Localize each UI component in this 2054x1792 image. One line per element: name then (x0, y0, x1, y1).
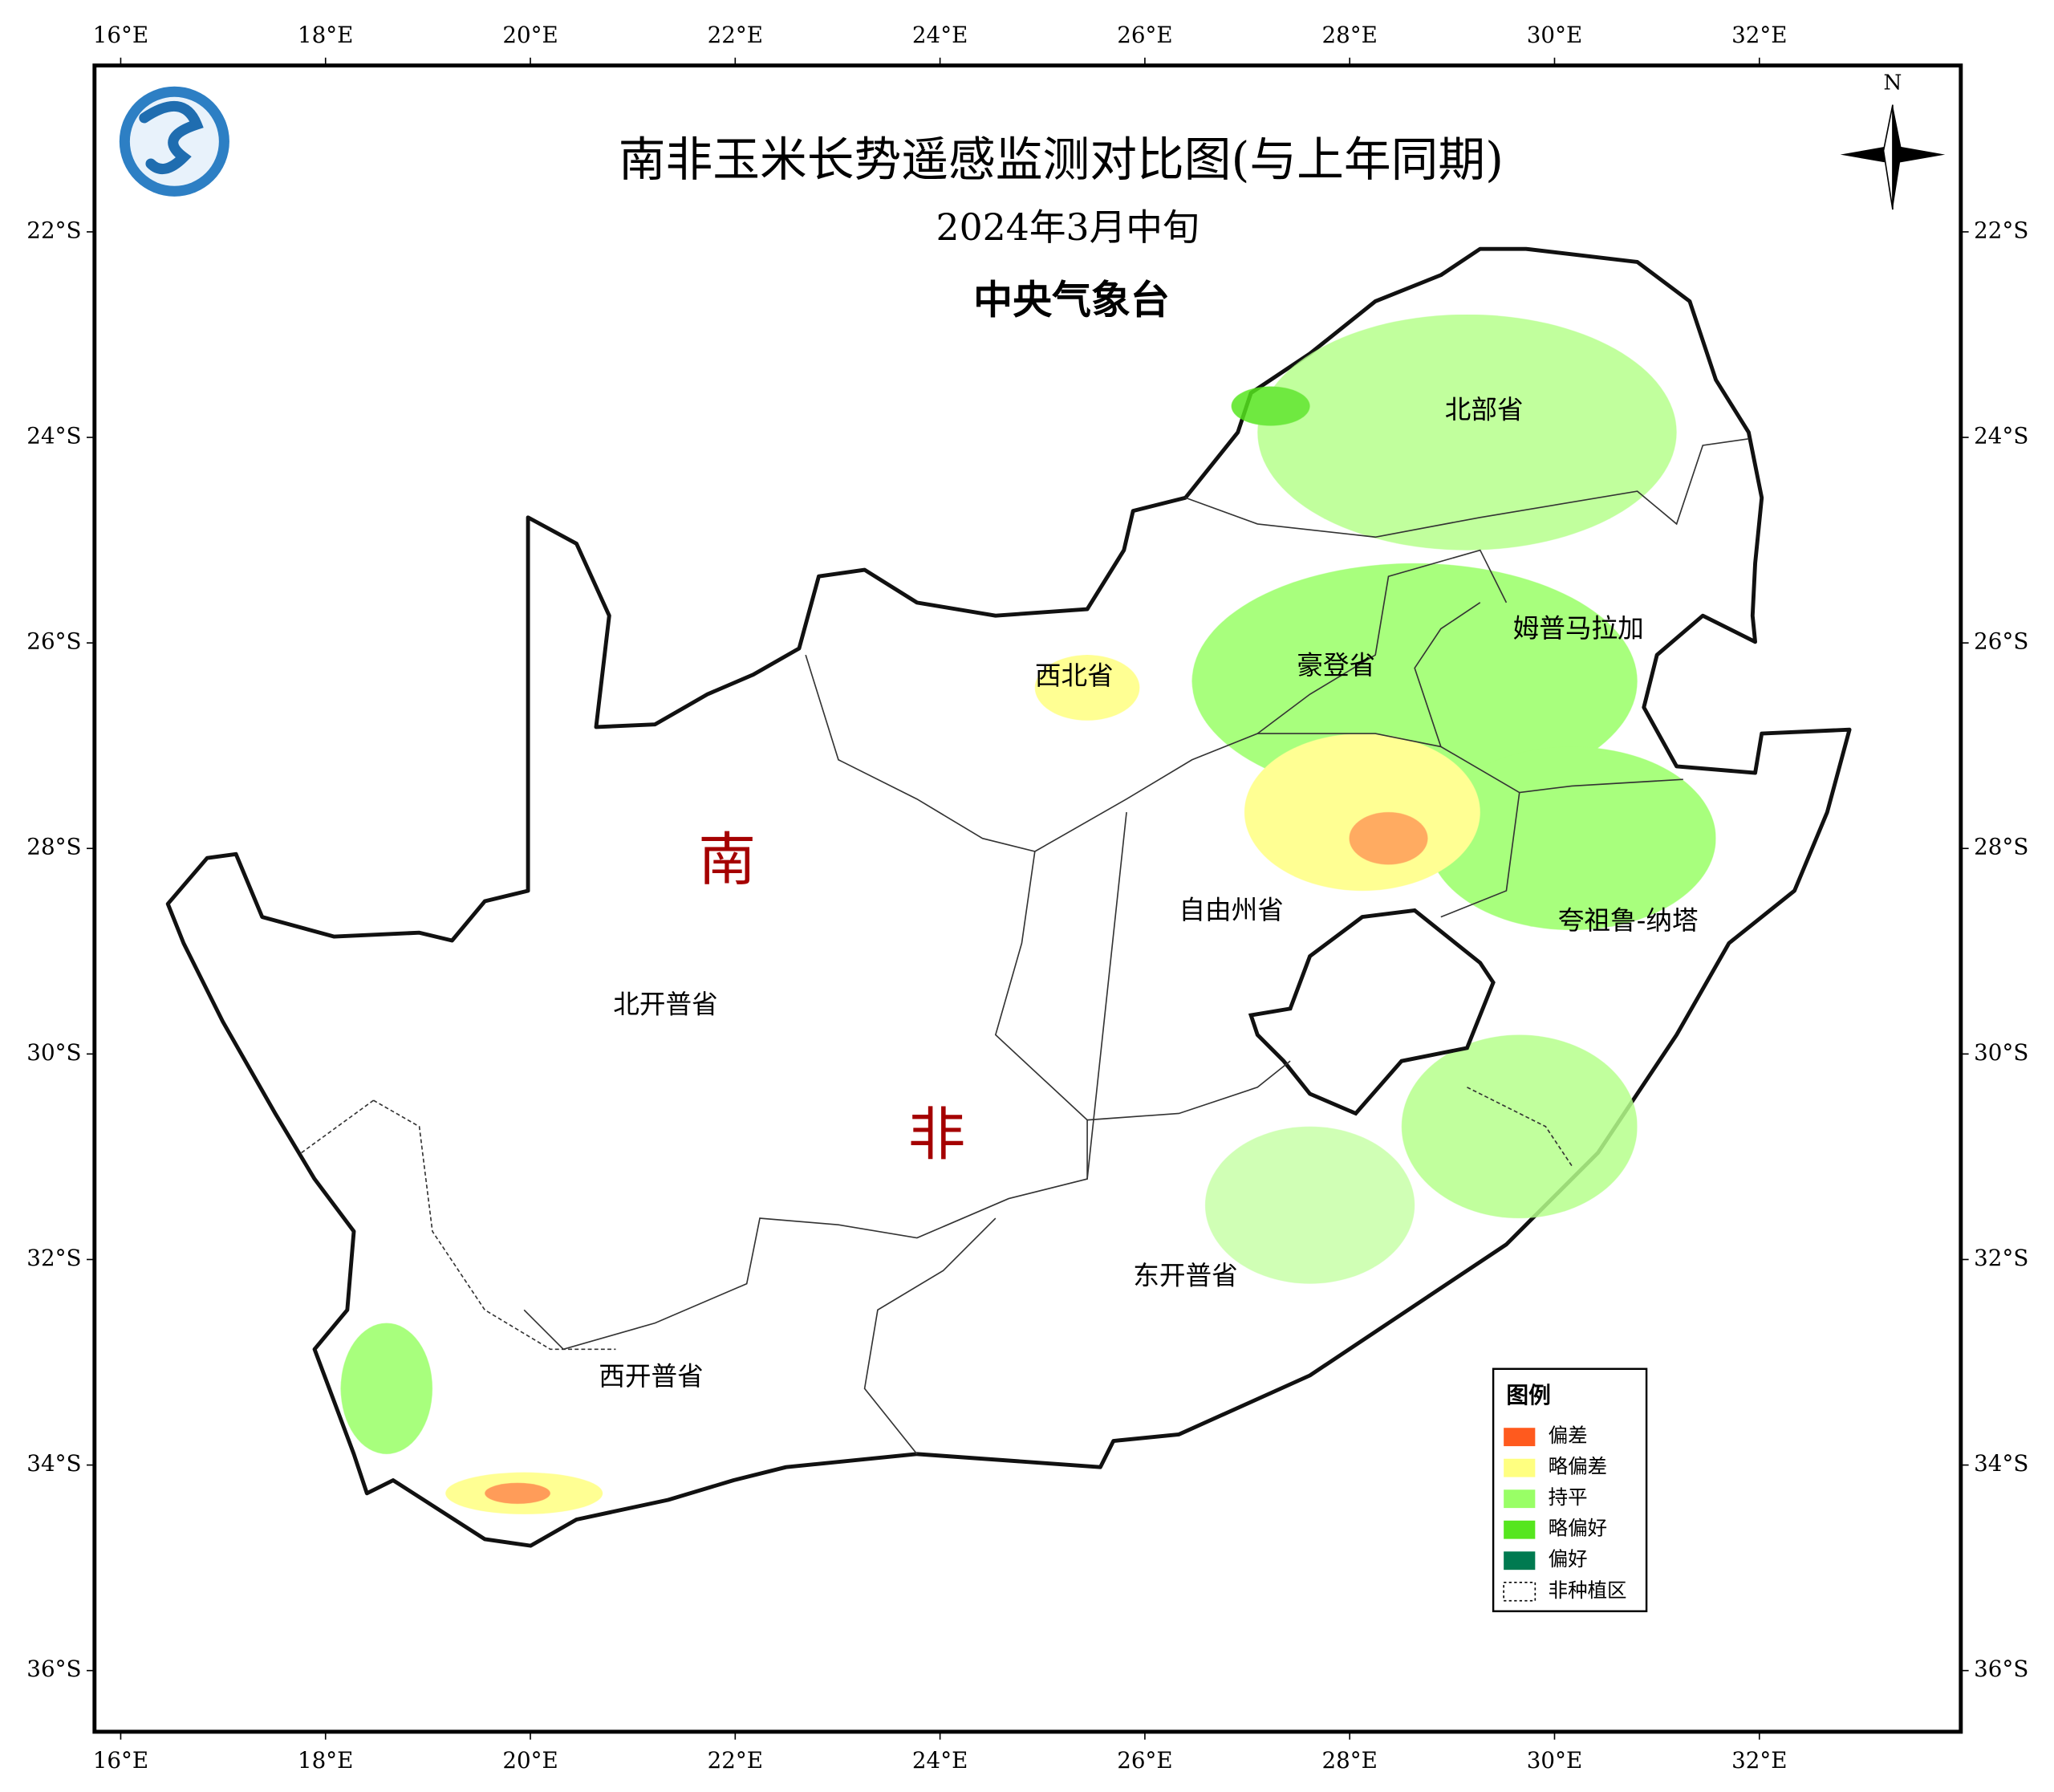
lesotho-outline (1248, 908, 1496, 1116)
map-title: 南非玉米长势遥感监测对比图(与上年同期) (619, 132, 1504, 187)
legend-label: 偏差 (1549, 1424, 1588, 1447)
lat-label: 36°S (1974, 1656, 2028, 1682)
region-label: 豪登省 (1297, 650, 1375, 681)
lat-label: 24°S (26, 423, 81, 449)
lat-label: 30°S (26, 1039, 81, 1066)
map-frame (92, 63, 1963, 1734)
crop-patches (340, 314, 1716, 1514)
lon-label: 20°E (502, 1747, 558, 1774)
lat-label: 28°S (26, 834, 81, 860)
country-label: 非 (907, 1101, 965, 1168)
legend-swatch (1504, 1551, 1536, 1571)
lat-label: 24°S (1974, 423, 2028, 449)
lon-label: 16°E (93, 22, 148, 48)
legend-swatch (1504, 1458, 1536, 1477)
lat-label: 34°S (26, 1450, 81, 1477)
province-boundaries (301, 438, 1749, 1455)
north-label: N (1884, 71, 1902, 95)
lon-label: 20°E (502, 22, 558, 48)
legend-swatch (1504, 1489, 1536, 1509)
legend-swatch (1504, 1520, 1536, 1539)
agency: 中央气象台 (973, 278, 1170, 323)
lon-label: 30°E (1527, 22, 1582, 48)
lat-label: 32°S (26, 1245, 81, 1271)
legend-title: 图例 (1506, 1382, 1550, 1408)
lon-label: 24°E (912, 22, 968, 48)
lon-label: 32°E (1731, 1747, 1787, 1774)
lon-label: 30°E (1527, 1747, 1582, 1774)
lon-label: 18°E (298, 1747, 353, 1774)
region-label: 西北省 (1035, 660, 1114, 691)
legend-label: 非种植区 (1549, 1579, 1627, 1602)
lon-label: 28°E (1321, 22, 1377, 48)
country-label: 南 (698, 826, 756, 893)
lat-label: 22°S (1974, 217, 2028, 243)
lat-label: 26°S (1974, 628, 2028, 655)
region-label: 姆普马拉加 (1513, 613, 1644, 644)
legend-label: 略偏差 (1549, 1455, 1607, 1478)
lat-label: 22°S (26, 217, 81, 243)
lon-label: 22°E (708, 1747, 763, 1774)
lat-label: 30°S (1974, 1039, 2028, 1066)
legend-swatch (1504, 1428, 1536, 1447)
legend-label: 略偏好 (1549, 1517, 1607, 1540)
lat-label: 26°S (26, 628, 81, 655)
region-label: 东开普省 (1133, 1261, 1238, 1291)
lat-label: 32°S (1974, 1245, 2028, 1271)
region-label: 夸祖鲁-纳塔 (1558, 905, 1699, 936)
region-label: 西开普省 (599, 1361, 704, 1392)
legend-label: 持平 (1549, 1485, 1588, 1509)
lon-label: 16°E (93, 1747, 148, 1774)
region-label: 北部省 (1445, 395, 1524, 425)
region-label: 自由州省 (1179, 895, 1284, 925)
map-subtitle: 2024年3月中旬 (936, 206, 1200, 249)
lon-label: 22°E (708, 22, 763, 48)
lon-label: 24°E (912, 1747, 968, 1774)
lon-label: 26°E (1117, 1747, 1172, 1774)
lon-label: 32°E (1731, 22, 1787, 48)
lon-label: 26°E (1117, 22, 1172, 48)
north-arrow: N (1840, 71, 1946, 210)
logo (119, 86, 229, 197)
lon-label: 28°E (1321, 1747, 1377, 1774)
lat-label: 36°S (26, 1656, 81, 1682)
legend-swatch (1503, 1582, 1536, 1602)
lat-label: 34°S (1974, 1450, 2028, 1477)
region-label: 北开普省 (613, 989, 718, 1020)
legend-label: 偏好 (1549, 1547, 1588, 1571)
lat-label: 28°S (1974, 834, 2028, 860)
lon-label: 18°E (298, 22, 353, 48)
